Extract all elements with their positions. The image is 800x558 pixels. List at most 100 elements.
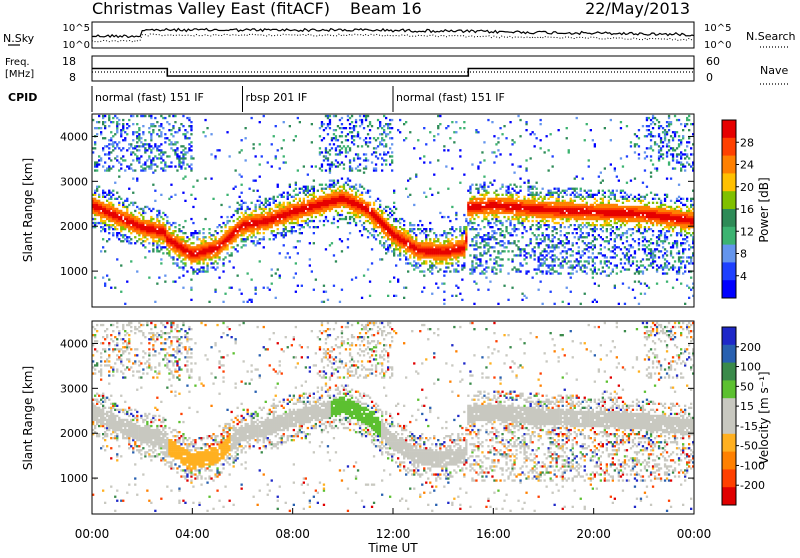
heatmap-cell	[114, 226, 116, 228]
heatmap-cell	[519, 186, 521, 188]
heatmap-cell	[122, 226, 124, 228]
heatmap-cell	[367, 268, 369, 270]
heatmap-cell	[295, 272, 297, 274]
heatmap-cell	[487, 238, 489, 240]
heatmap-cell	[170, 224, 172, 226]
heatmap-cell	[243, 238, 245, 240]
heatmap-cell	[118, 224, 120, 226]
heatmap-cell	[120, 230, 122, 232]
heatmap-cell	[471, 244, 473, 246]
heatmap-cell	[562, 208, 564, 210]
heatmap-cell	[530, 208, 532, 210]
heatmap-cell	[249, 228, 251, 230]
heatmap-cell	[337, 226, 339, 228]
heatmap-cell	[385, 232, 387, 234]
heatmap-cell	[592, 218, 594, 220]
heatmap-cell	[596, 228, 598, 230]
heatmap-cell	[445, 248, 447, 250]
heatmap-cell	[94, 202, 96, 204]
heatmap-cell	[285, 161, 287, 163]
heatmap-cell	[164, 163, 166, 165]
heatmap-cell	[257, 200, 259, 202]
heatmap-cell	[343, 127, 345, 129]
heatmap-cell	[505, 194, 507, 196]
heatmap-cell	[150, 151, 152, 153]
heatmap-cell	[447, 238, 449, 240]
heatmap-cell	[247, 214, 249, 216]
heatmap-cell	[449, 242, 451, 244]
heatmap-cell	[120, 133, 122, 135]
heatmap-cell	[355, 184, 357, 186]
heatmap-cell	[509, 224, 511, 226]
heatmap-cell	[499, 220, 501, 222]
heatmap-cell	[602, 270, 604, 272]
heatmap-cell	[309, 194, 311, 196]
heatmap-cell	[453, 131, 455, 133]
heatmap-cell	[363, 139, 365, 141]
heatmap-cell	[439, 254, 441, 256]
heatmap-cell	[387, 214, 389, 216]
heatmap-cell	[566, 214, 568, 216]
heatmap-cell	[501, 198, 503, 200]
heatmap-cell	[405, 121, 407, 123]
heatmap-cell	[369, 196, 371, 198]
heatmap-cell	[425, 246, 427, 248]
heatmap-cell	[560, 208, 562, 210]
cpid-segment-label: rbsp 201 IF	[246, 91, 308, 104]
heatmap-cell	[118, 222, 120, 224]
heatmap-cell	[160, 232, 162, 234]
heatmap-cell	[343, 184, 345, 186]
heatmap-cell	[118, 220, 120, 222]
heatmap-cell	[519, 119, 521, 121]
heatmap-cell	[329, 163, 331, 165]
heatmap-cell	[542, 272, 544, 274]
heatmap-cell	[606, 222, 608, 224]
heatmap-cell	[415, 238, 417, 240]
heatmap-cell	[542, 210, 544, 212]
heatmap-cell	[560, 214, 562, 216]
heatmap-cell	[289, 202, 291, 204]
heatmap-cell	[546, 264, 548, 266]
heatmap-cell	[245, 202, 247, 204]
heatmap-cell	[94, 214, 96, 216]
heatmap-cell	[397, 232, 399, 234]
heatmap-cell	[572, 244, 574, 246]
heatmap-cell	[188, 258, 190, 260]
heatmap-cell	[325, 188, 327, 190]
heatmap-cell	[479, 272, 481, 274]
heatmap-cell	[534, 250, 536, 252]
heatmap-cell	[383, 115, 385, 117]
heatmap-cell	[134, 242, 136, 244]
heatmap-cell	[517, 200, 519, 202]
heatmap-cell	[513, 208, 515, 210]
heatmap-cell	[365, 210, 367, 212]
heatmap-cell	[132, 228, 134, 230]
heatmap-cell	[144, 143, 146, 145]
heatmap-cell	[194, 254, 196, 256]
heatmap-cell	[540, 119, 542, 121]
heatmap-cell	[112, 121, 114, 123]
heatmap-cell	[608, 218, 610, 220]
heatmap-cell	[297, 285, 299, 287]
heatmap-cell	[566, 202, 568, 204]
heatmap-cell	[552, 246, 554, 248]
heatmap-cell	[485, 266, 487, 268]
heatmap-cell	[239, 234, 241, 236]
heatmap-cell	[503, 125, 505, 127]
heatmap-cell	[321, 188, 323, 190]
heatmap-cell	[521, 214, 523, 216]
heatmap-cell	[507, 190, 509, 192]
heatmap-cell	[247, 218, 249, 220]
heatmap-cell	[385, 226, 387, 228]
heatmap-cell	[447, 242, 449, 244]
heatmap-cell	[235, 230, 237, 232]
heatmap-cell	[120, 291, 122, 293]
heatmap-cell	[580, 204, 582, 206]
heatmap-cell	[202, 262, 204, 264]
heatmap-cell	[437, 258, 439, 260]
heatmap-cell	[269, 289, 271, 291]
heatmap-cell	[120, 129, 122, 131]
heatmap-cell	[323, 200, 325, 202]
heatmap-cell	[190, 250, 192, 252]
heatmap-cell	[325, 127, 327, 129]
